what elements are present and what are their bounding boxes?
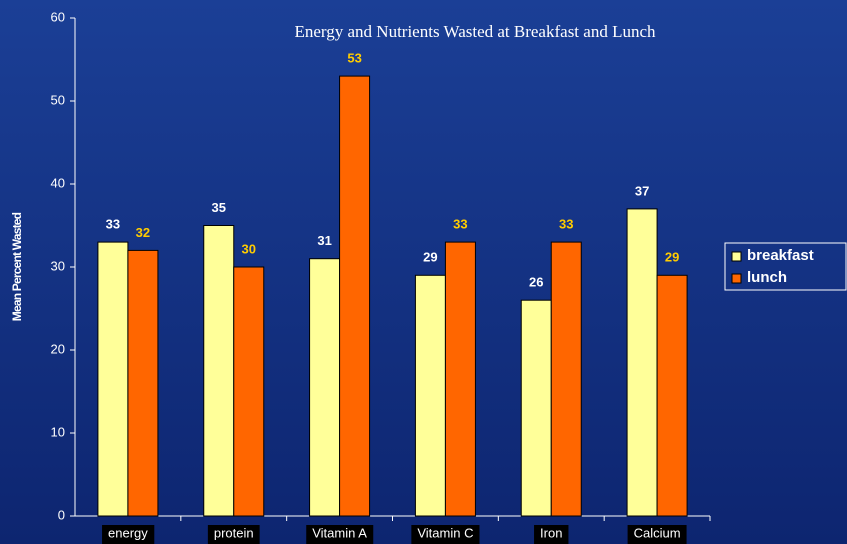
y-tick-label: 20: [51, 341, 65, 356]
y-tick-label: 40: [51, 175, 65, 190]
bar: [414, 274, 446, 517]
y-tick-label: 0: [58, 507, 65, 522]
x-tick-label: energy: [108, 525, 148, 540]
y-tick-label: 10: [51, 424, 65, 439]
data-label: 37: [635, 183, 649, 198]
chart-title: Energy and Nutrients Wasted at Breakfast…: [294, 22, 656, 41]
legend-box: [724, 242, 847, 291]
bar: [444, 241, 476, 517]
bar: [626, 208, 658, 517]
bar: [520, 299, 552, 517]
x-tick-label-box: [306, 525, 374, 544]
bar: [97, 241, 129, 517]
bar: [656, 274, 688, 517]
x-tick-label: protein: [214, 525, 254, 540]
y-tick-label: 50: [51, 92, 65, 107]
x-tick-label: Vitamin C: [417, 525, 473, 540]
x-tick-label-box: [102, 525, 155, 544]
x-tick-label-box: [627, 525, 687, 544]
x-tick-label: Iron: [540, 525, 562, 540]
data-label: 29: [423, 250, 437, 265]
legend-label: lunch: [747, 269, 787, 286]
data-label: 26: [529, 275, 543, 290]
x-tick-label-box: [411, 525, 480, 544]
x-tick-label-box: [207, 525, 260, 544]
y-tick-label: 30: [51, 258, 65, 273]
bar: [203, 225, 235, 517]
legend-label: breakfast: [747, 247, 814, 264]
x-tick-label: Calcium: [634, 525, 681, 540]
data-label: 32: [136, 225, 150, 240]
data-label: 29: [665, 250, 679, 265]
data-label: 33: [453, 217, 467, 232]
data-label: 31: [317, 233, 331, 248]
data-label: 30: [242, 241, 256, 256]
y-tick-label: 60: [51, 9, 65, 24]
bar: [127, 249, 159, 517]
y-axis-label: Mean Percent Wasted: [10, 212, 24, 321]
bar: [309, 258, 341, 517]
legend-swatch: [731, 251, 742, 262]
data-label: 35: [212, 200, 226, 215]
x-tick-label: Vitamin A: [312, 525, 367, 540]
data-label: 33: [559, 217, 573, 232]
legend-swatch: [731, 273, 742, 284]
bar: [550, 241, 582, 517]
bar: [233, 266, 265, 517]
data-label: 33: [106, 217, 120, 232]
data-label: 53: [347, 51, 361, 66]
bar: [339, 75, 371, 517]
x-tick-label-box: [534, 525, 569, 544]
